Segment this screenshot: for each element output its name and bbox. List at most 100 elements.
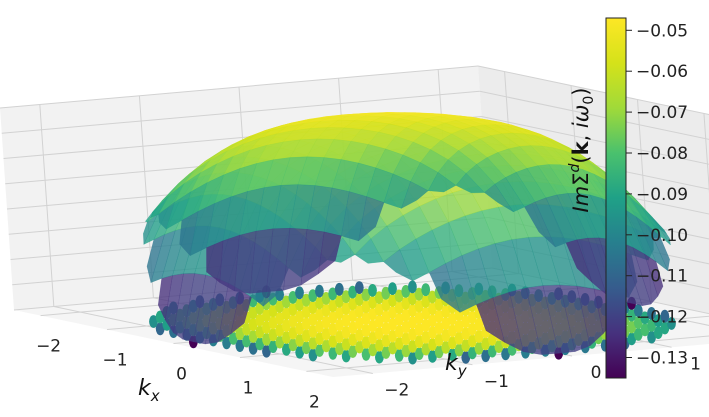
scatter-point <box>348 297 358 311</box>
surface-face <box>317 231 342 275</box>
scatter-point <box>394 348 404 362</box>
scatter-point <box>434 309 444 323</box>
scatter-point <box>315 332 324 345</box>
scatter-point <box>388 306 397 319</box>
scatter-point <box>401 344 411 358</box>
scatter-point <box>368 307 377 321</box>
x-tick-label: 0 <box>176 365 187 385</box>
scatter-point <box>421 295 431 308</box>
scatter-point <box>301 341 311 355</box>
scatter-point <box>468 346 477 360</box>
scatter-point <box>441 340 451 354</box>
scatter-point <box>248 306 258 320</box>
scatter-point <box>328 323 338 336</box>
scatter-point <box>341 349 351 363</box>
scatter-point <box>421 342 431 356</box>
scatter-point <box>381 322 391 336</box>
grid-line <box>1 90 480 134</box>
scatter-point <box>388 294 397 307</box>
colorbar-tick-label: −0.07 <box>636 103 688 123</box>
scatter-point <box>368 319 378 333</box>
scatter-point <box>235 327 245 341</box>
scatter-point <box>421 307 431 320</box>
scatter-point <box>295 286 304 300</box>
scatter-point <box>633 304 643 317</box>
scatter-point <box>368 284 377 297</box>
scatter-point <box>334 282 344 296</box>
scatter-point <box>487 344 497 358</box>
scatter-point <box>428 326 437 339</box>
scatter-point <box>428 314 437 328</box>
scatter-point <box>335 342 344 356</box>
scatter-point <box>268 304 278 318</box>
scatter-point <box>321 327 331 341</box>
scatter-point <box>441 305 451 319</box>
colorbar-tick-label: −0.12 <box>636 308 688 328</box>
scatter-point <box>640 323 650 337</box>
scatter-point <box>448 348 457 361</box>
scatter-point <box>341 302 351 315</box>
scatter-point <box>381 298 391 312</box>
scatter-point <box>361 336 371 349</box>
scatter-point <box>361 300 371 314</box>
scatter-point <box>308 313 318 326</box>
scatter-point <box>660 309 670 323</box>
scatter-point <box>315 308 324 322</box>
scatter-point <box>228 331 238 345</box>
scatter-point <box>647 307 656 320</box>
scatter-point <box>341 337 351 351</box>
scatter-point <box>381 334 391 348</box>
scatter-point <box>441 329 451 342</box>
scatter-point <box>388 329 397 343</box>
scatter-point <box>348 345 358 358</box>
scatter-point <box>295 310 304 323</box>
scatter-point <box>335 306 344 320</box>
scatter-point <box>414 323 424 337</box>
scatter-point <box>467 334 477 348</box>
scatter-point <box>408 339 417 353</box>
scatter-point <box>375 338 384 352</box>
scatter-point <box>354 304 364 318</box>
scatter-point <box>467 322 477 336</box>
scatter-point <box>281 295 291 309</box>
scatter-point <box>414 287 424 301</box>
scatter-point <box>354 281 364 294</box>
scatter-point <box>335 318 344 332</box>
scatter-point <box>275 335 285 349</box>
axes-3d: −2 −1 0 1 2 −2 −1 0 1 2 −0.13 −0.12 −0.11 −0.10 −0.0… <box>0 65 709 412</box>
scatter-point <box>374 326 384 340</box>
scatter-point <box>501 347 510 361</box>
scatter-point <box>328 335 338 348</box>
scatter-point <box>321 315 331 329</box>
scatter-point <box>401 308 411 322</box>
scatter-point <box>627 320 637 334</box>
scatter-point <box>447 312 457 326</box>
scatter-point <box>461 351 471 364</box>
grid-line <box>703 113 709 194</box>
x-tick-label: 2 <box>309 392 320 412</box>
scatter-point <box>421 330 431 344</box>
scatter-point <box>653 326 663 339</box>
grid-line <box>477 65 709 116</box>
scatter-point <box>667 317 676 330</box>
scatter-point <box>301 305 311 319</box>
grid-line <box>481 116 709 165</box>
scatter-point <box>155 322 165 336</box>
scatter-point <box>647 318 656 332</box>
scatter-point <box>255 325 265 339</box>
scatter-point <box>627 308 636 322</box>
scatter-point <box>275 311 285 325</box>
scatter-point <box>434 297 444 311</box>
scatter-point <box>633 316 643 329</box>
scatter-point <box>388 341 398 355</box>
scatter-point <box>408 280 417 294</box>
scatter-point <box>355 328 364 342</box>
scatter-point <box>149 315 158 328</box>
y-tick-label: −1 <box>484 372 509 392</box>
scatter-point <box>308 289 318 302</box>
scatter-point <box>288 326 298 340</box>
scatter-point <box>281 319 291 333</box>
scatter-point <box>368 343 378 357</box>
scatter-point <box>427 290 437 304</box>
